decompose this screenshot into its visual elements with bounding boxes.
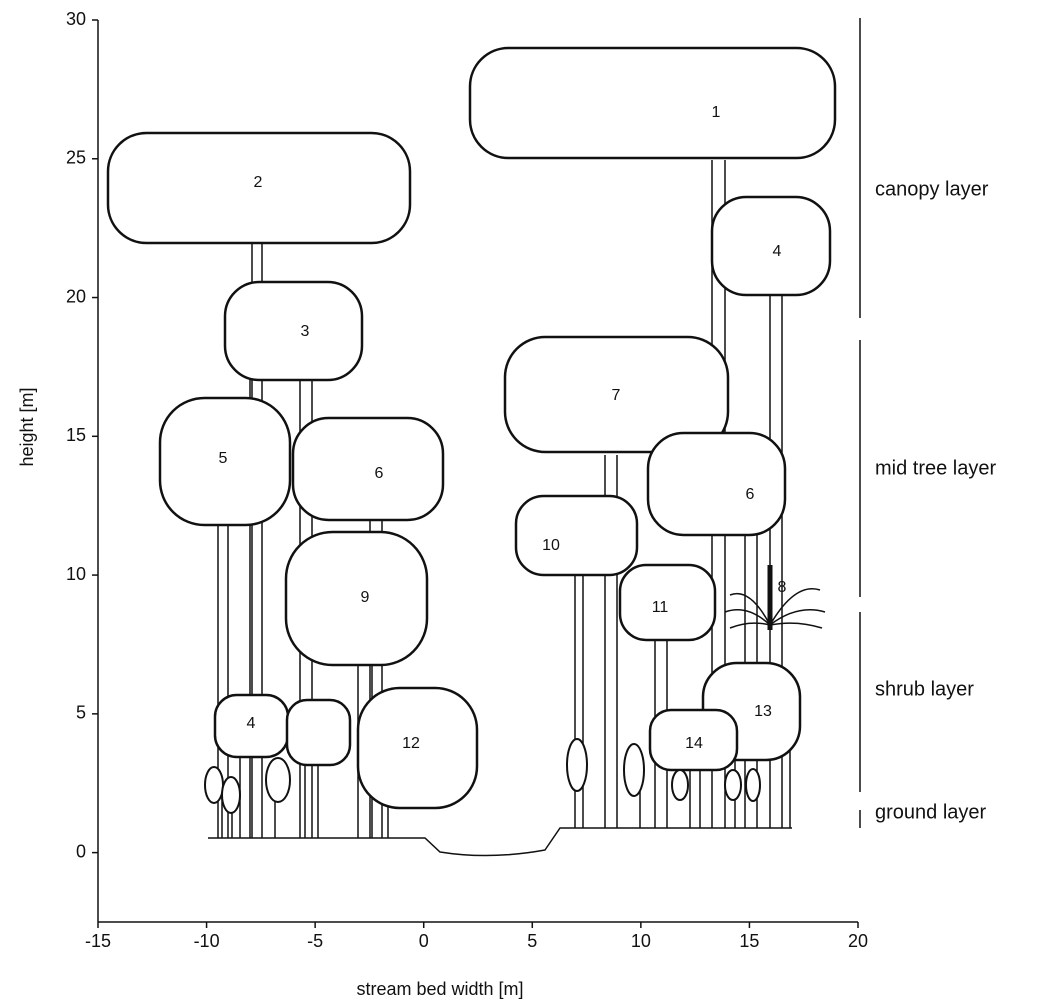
shrub bbox=[745, 768, 761, 802]
tree-crown bbox=[158, 396, 292, 527]
tree-crown bbox=[223, 280, 364, 382]
tree-crown bbox=[618, 563, 717, 642]
shrub bbox=[671, 769, 689, 801]
tree-label: 6 bbox=[746, 486, 755, 503]
x-tick-label: 10 bbox=[631, 931, 651, 951]
tree-label: 12 bbox=[402, 735, 420, 752]
x-axis-label: stream bed width [m] bbox=[356, 979, 523, 999]
palm-frond bbox=[769, 609, 826, 626]
tree-label: 4 bbox=[773, 243, 782, 260]
layer-label: ground layer bbox=[875, 801, 987, 823]
tree-crown bbox=[285, 698, 352, 767]
palm-frond bbox=[769, 588, 821, 626]
shrub bbox=[265, 757, 291, 803]
y-tick-label: 5 bbox=[76, 703, 86, 723]
tree-crown bbox=[514, 494, 639, 577]
palm-frond bbox=[769, 622, 823, 629]
y-axis-label: height [m] bbox=[17, 387, 37, 466]
tree-crown bbox=[284, 530, 429, 667]
x-tick-label: 0 bbox=[419, 931, 429, 951]
y-tick-label: 15 bbox=[66, 425, 86, 445]
x-tick-label: 20 bbox=[848, 931, 868, 951]
y-tick-label: 25 bbox=[66, 148, 86, 168]
tree-crown bbox=[503, 335, 730, 454]
palm-frond bbox=[724, 609, 771, 626]
tree-label: 8 bbox=[778, 579, 787, 596]
layer-label: shrub layer bbox=[875, 678, 974, 700]
tree-label: 2 bbox=[254, 174, 263, 191]
tree-label: 4 bbox=[247, 715, 256, 732]
palm-frond bbox=[729, 622, 771, 629]
shrub bbox=[566, 738, 588, 792]
tree-crown bbox=[291, 416, 445, 522]
layer-label: canopy layer bbox=[875, 178, 989, 200]
palm-frond bbox=[729, 592, 771, 626]
tree-label: 13 bbox=[754, 703, 772, 720]
x-tick-label: 5 bbox=[527, 931, 537, 951]
ground-line bbox=[208, 827, 792, 857]
tree-label: 9 bbox=[361, 589, 370, 606]
x-tick-label: -10 bbox=[194, 931, 220, 951]
y-tick-label: 10 bbox=[66, 564, 86, 584]
y-tick-label: 30 bbox=[66, 9, 86, 29]
x-tick-label: -5 bbox=[307, 931, 323, 951]
y-tick-label: 0 bbox=[76, 841, 86, 861]
tree-label: 10 bbox=[542, 537, 560, 554]
tree-crown bbox=[106, 131, 412, 245]
x-tick-label: 15 bbox=[739, 931, 759, 951]
shrub bbox=[724, 769, 742, 801]
tree-label: 7 bbox=[612, 387, 621, 404]
tree-crown bbox=[648, 708, 739, 772]
tree-label: 6 bbox=[375, 465, 384, 482]
tree-crown bbox=[710, 195, 832, 297]
shrub bbox=[623, 743, 645, 797]
layer-label: mid tree layer bbox=[875, 457, 996, 479]
tree-crown bbox=[468, 46, 837, 160]
tree-label: 1 bbox=[712, 104, 721, 121]
shrub bbox=[221, 776, 241, 814]
tree-label: 5 bbox=[219, 450, 228, 467]
shrub bbox=[204, 766, 224, 804]
tree-crown bbox=[356, 686, 479, 810]
x-tick-label: -15 bbox=[85, 931, 111, 951]
tree-crown bbox=[646, 431, 787, 537]
tree-label: 14 bbox=[685, 735, 703, 752]
y-tick-label: 20 bbox=[66, 286, 86, 306]
tree-label: 11 bbox=[652, 599, 669, 616]
tree-label: 3 bbox=[301, 323, 310, 340]
